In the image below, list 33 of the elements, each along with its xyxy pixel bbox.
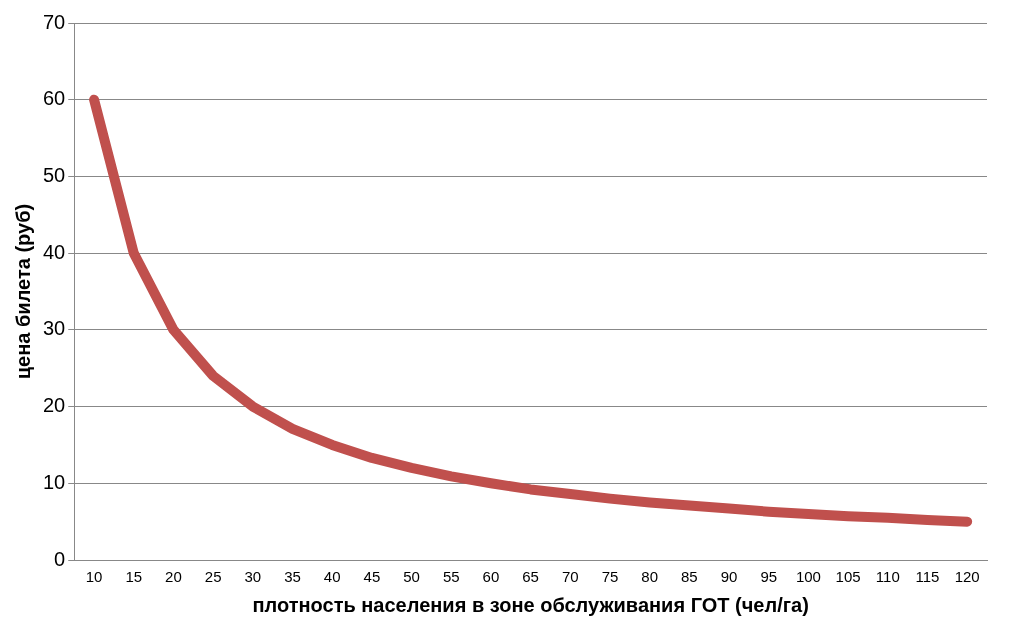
y-tick-label: 40 <box>43 240 66 263</box>
y-tick-label: 50 <box>43 163 66 186</box>
y-tick-label: 0 <box>54 547 66 570</box>
x-tick-label: 85 <box>681 568 698 586</box>
x-tick-label: 55 <box>442 568 460 586</box>
x-tick-label: 20 <box>165 568 182 586</box>
x-tick-label: 75 <box>601 568 619 586</box>
x-tick-label: 15 <box>125 568 143 586</box>
x-tick-label: 110 <box>875 568 900 586</box>
x-tick-label: 65 <box>522 568 539 586</box>
x-axis-title: плотность населения в зоне обслуживания ГОТ (чел/га) <box>252 593 809 616</box>
x-tick-label: 25 <box>204 568 222 586</box>
x-tick-label: 120 <box>954 568 980 586</box>
x-tick-label: 60 <box>482 568 500 586</box>
x-tick-label: 95 <box>760 568 778 586</box>
y-axis-title: цена билета (руб) <box>11 203 34 380</box>
y-tick-label: 70 <box>43 10 66 33</box>
x-tick-label: 70 <box>561 568 579 586</box>
x-tick-label: 35 <box>284 568 301 586</box>
x-tick-label: 100 <box>795 568 821 586</box>
x-tick-label: 80 <box>641 568 659 586</box>
x-tick-label: 115 <box>915 568 940 586</box>
y-tick-label: 60 <box>43 87 66 110</box>
x-tick-label: 90 <box>720 568 738 586</box>
x-tick-label: 40 <box>323 568 341 586</box>
x-tick-label: 45 <box>363 568 381 586</box>
x-tick-label: 105 <box>835 568 861 586</box>
y-tick-label: 30 <box>43 317 66 340</box>
x-tick-label: 30 <box>244 568 262 586</box>
x-tick-label: 50 <box>403 568 420 586</box>
y-tick-label: 20 <box>43 394 66 417</box>
x-tick-label: 10 <box>85 568 103 586</box>
y-tick-label: 10 <box>43 470 66 493</box>
